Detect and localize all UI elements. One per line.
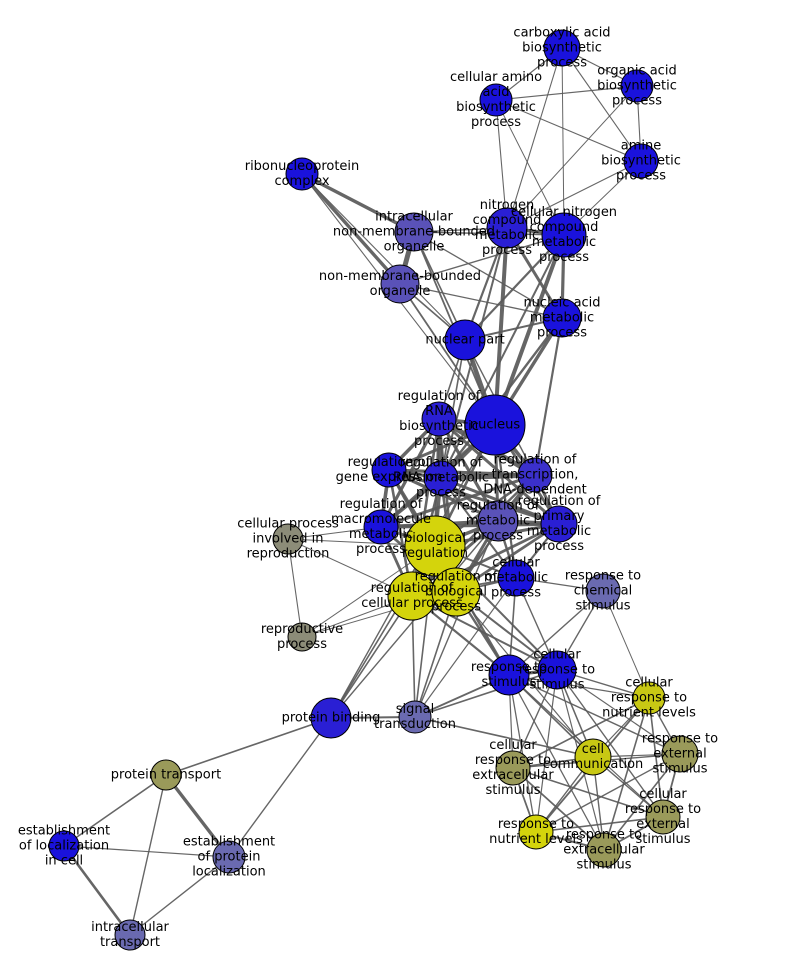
graph-edge: [463, 233, 566, 342]
graph-node-regulation-of-primary-metabolic-process[interactable]: [540, 505, 578, 543]
graph-edge: [63, 774, 167, 847]
edge-layer: [62, 47, 681, 937]
graph-edge: [414, 669, 558, 718]
graph-node-cellular-response-to-extracellular-stimulus[interactable]: [495, 750, 531, 786]
graph-edge: [300, 172, 416, 234]
graph-edge: [556, 669, 681, 755]
graph-node-cellular-metabolic-process[interactable]: [497, 559, 535, 597]
graph-edge: [602, 590, 650, 699]
graph-node-reproductive-process[interactable]: [287, 622, 317, 652]
graph-edge: [506, 160, 642, 229]
graph-node-intracellular-transport[interactable]: [114, 919, 146, 951]
graph-node-organic-acid-biosynthetic-process[interactable]: [620, 69, 654, 103]
graph-edge: [506, 47, 563, 229]
graph-node-cellular-amino-acid-biosynthetic-process[interactable]: [479, 83, 513, 117]
graph-node-regulation-of-transcription-dna-dependent[interactable]: [517, 457, 553, 493]
graph-node-ribonucleoprotein-complex[interactable]: [285, 157, 319, 191]
graph-node-protein-binding[interactable]: [310, 697, 352, 739]
graph-edge: [603, 753, 681, 851]
graph-edge: [63, 845, 230, 858]
graph-node-nuclear-part[interactable]: [444, 319, 486, 361]
graph-edge: [387, 468, 561, 526]
graph-node-response-to-chemical-stimulus[interactable]: [585, 573, 621, 609]
graph-edge: [493, 226, 509, 427]
graph-node-carboxylic-acid-biosynthetic-process[interactable]: [543, 29, 581, 67]
graph-edge: [129, 856, 230, 936]
graph-edge: [506, 85, 638, 229]
graph-edge: [512, 767, 664, 818]
graph-edge: [495, 85, 638, 101]
graph-edge: [129, 774, 167, 936]
graph-node-regulation-of-gene-expression[interactable]: [371, 452, 407, 488]
graph-node-regulation-of-rna-biosynthetic-process[interactable]: [421, 401, 457, 437]
graph-node-amine-biosynthetic-process[interactable]: [623, 143, 659, 179]
graph-edge: [437, 417, 561, 526]
graph-edge: [164, 773, 231, 859]
graph-edge: [561, 47, 565, 236]
graph-edge: [535, 753, 681, 833]
graph-edge: [414, 716, 594, 758]
graph-edge: [533, 316, 564, 477]
graph-node-protein-transport[interactable]: [150, 759, 182, 791]
graph-edge: [414, 577, 517, 718]
graph-edge: [648, 697, 664, 818]
graph-node-nucleic-acid-metabolic-process[interactable]: [542, 298, 582, 338]
graph-node-cellular-nitrogen-compound-metabolic-process[interactable]: [541, 212, 587, 258]
graph-edge: [399, 283, 563, 319]
graph-node-regulation-of-biological-process[interactable]: [431, 567, 481, 617]
graph-node-establishment-of-protein-localization[interactable]: [212, 840, 246, 874]
graph-node-nitrogen-compound-metabolic-process[interactable]: [486, 207, 528, 249]
graph-edge: [411, 595, 558, 671]
graph-node-establishment-of-localization-in-cell[interactable]: [48, 830, 80, 862]
graph-edge: [495, 99, 508, 229]
graph-node-signal-transduction[interactable]: [398, 700, 432, 734]
graph-edge: [603, 697, 650, 851]
graph-edge: [508, 590, 604, 676]
graph-node-response-to-nutrient-levels[interactable]: [518, 814, 554, 850]
graph-node-regulation-of-metabolic-process[interactable]: [477, 500, 519, 542]
graph-edge: [561, 47, 642, 162]
graph-node-cellular-process-involved-in-reproduction[interactable]: [272, 523, 304, 555]
graph-node-cellular-response-to-external-stimulus[interactable]: [645, 799, 681, 835]
graph-edge: [512, 697, 650, 769]
graph-node-non-membrane-bounded-organelle[interactable]: [380, 264, 420, 304]
graph-edge: [301, 173, 466, 341]
graph-node-nucleus[interactable]: [464, 394, 526, 456]
graph-edge: [508, 674, 681, 755]
graph-edge: [330, 424, 496, 719]
graph-node-response-to-stimulus[interactable]: [488, 654, 530, 696]
graph-node-intracellular-non-membrane-bounded-organelle[interactable]: [394, 212, 434, 252]
graph-edge: [399, 234, 565, 285]
graph-node-cell-communication[interactable]: [574, 738, 612, 776]
graph-edge: [165, 717, 332, 776]
graph-edge: [287, 538, 303, 638]
graph-edge: [413, 231, 563, 319]
node-layer: [48, 29, 699, 951]
graph-node-cellular-response-to-nutrient-levels[interactable]: [632, 681, 666, 715]
graph-node-regulation-of-cellular-process[interactable]: [387, 571, 437, 621]
graph-edge: [495, 99, 565, 236]
graph-edge: [228, 717, 332, 858]
graph-node-biological-regulation[interactable]: [404, 515, 466, 577]
graph-node-cellular-response-to-stimulus[interactable]: [537, 650, 577, 690]
graph-node-regulation-of-rna-metabolic-process[interactable]: [423, 460, 459, 496]
graph-edge: [62, 844, 132, 937]
graph-node-response-to-external-stimulus[interactable]: [661, 735, 699, 773]
graph-edge: [495, 99, 642, 162]
graph-edge: [512, 767, 605, 851]
graph-node-regulation-of-macromolecule-metabolic-process[interactable]: [363, 509, 399, 545]
graph-node-response-to-extracellular-stimulus[interactable]: [586, 832, 622, 868]
graph-edge: [535, 816, 664, 833]
graph-edge: [414, 520, 499, 718]
graph-edge: [300, 172, 402, 286]
graph-edge: [387, 468, 537, 477]
